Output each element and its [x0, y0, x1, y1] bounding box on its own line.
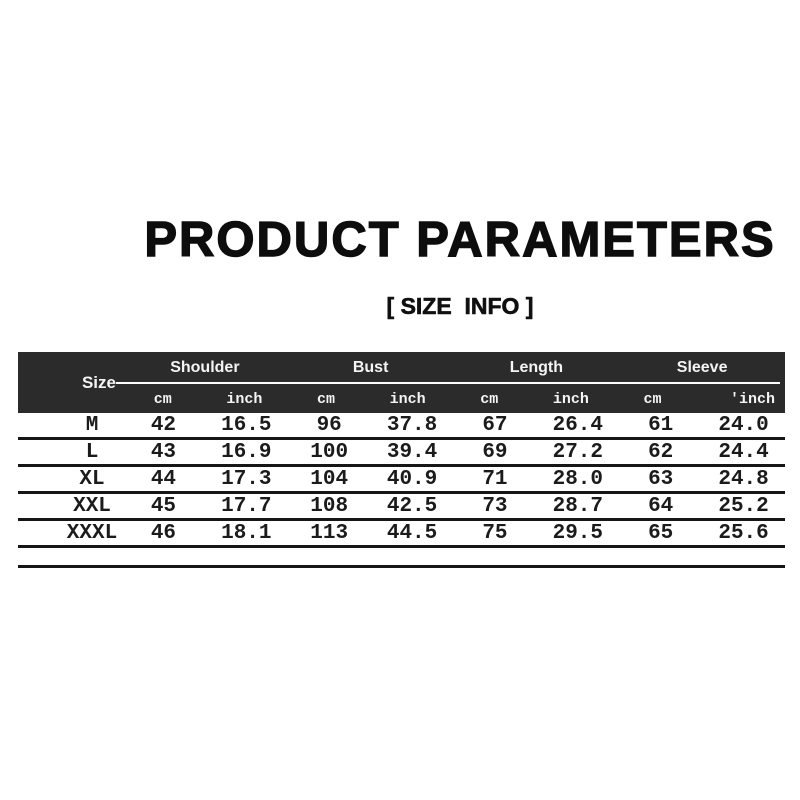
value-cell: 16.5 — [221, 413, 272, 437]
group-header-length: Length — [509, 358, 564, 376]
size-label: XL — [79, 467, 105, 491]
size-chart-table: Size Shoulder Bust Length Sleeve cm inch… — [18, 352, 785, 568]
group-header-shoulder: Shoulder — [170, 358, 240, 376]
group-header-bust: Bust — [352, 358, 389, 376]
corner-label-size: Size — [81, 372, 116, 392]
value-cell: 42 — [150, 413, 177, 437]
value-cell: 73 — [482, 494, 508, 518]
unit-header-sleeve-inch: 'inch — [729, 390, 775, 408]
value-cell: 104 — [310, 467, 349, 491]
unit-header-row: cm inch cm inch cm inch cm 'inch — [122, 385, 785, 413]
value-cell: 25.6 — [718, 521, 769, 545]
value-cell: 44 — [150, 467, 177, 491]
value-cell: 113 — [310, 521, 349, 545]
value-cell: 75 — [482, 521, 508, 545]
size-label: L — [85, 440, 99, 464]
page-title: PRODUCT PARAMETERS — [144, 213, 776, 267]
value-cell: 37.8 — [386, 413, 438, 437]
table-row-l: L 43 16.9 100 39.4 69 27.2 62 24.4 — [18, 440, 785, 467]
unit-header-bust-cm: cm — [317, 390, 336, 408]
table-row-xxxl: XXXL 46 18.1 113 44.5 75 29.5 65 25.6 — [18, 521, 785, 548]
size-label: XXL — [73, 494, 111, 518]
unit-header-shoulder-inch: inch — [226, 390, 263, 408]
page-subtitle: [ SIZE INFO ] — [386, 293, 534, 320]
value-cell: 17.7 — [221, 494, 272, 518]
value-cell: 42.5 — [386, 494, 438, 518]
value-cell: 71 — [482, 467, 508, 491]
value-cell: 39.4 — [386, 440, 438, 464]
value-cell: 64 — [648, 494, 674, 518]
value-cell: 27.2 — [552, 440, 604, 464]
value-cell: 29.5 — [552, 521, 604, 545]
value-cell: 43 — [150, 440, 177, 464]
value-cell: 26.4 — [552, 413, 604, 437]
value-cell: 45 — [150, 494, 177, 518]
value-cell: 44.5 — [386, 521, 438, 545]
unit-header-bust-inch: inch — [389, 390, 426, 408]
value-cell: 65 — [648, 521, 674, 545]
value-cell: 28.0 — [552, 467, 604, 491]
table-row-xl: XL 44 17.3 104 40.9 71 28.0 63 24.8 — [18, 467, 785, 494]
value-cell: 63 — [648, 467, 674, 491]
value-cell: 100 — [310, 440, 349, 464]
value-cell: 24.0 — [718, 413, 769, 437]
unit-header-length-cm: cm — [480, 390, 499, 408]
table-body: M 42 16.5 96 37.8 67 26.4 61 24.0 L 43 1… — [18, 413, 785, 568]
header-divider-line — [116, 382, 780, 384]
unit-header-shoulder-cm: cm — [153, 390, 172, 408]
value-cell: 61 — [648, 413, 674, 437]
value-cell: 18.1 — [221, 521, 272, 545]
table-header: Size Shoulder Bust Length Sleeve cm inch… — [18, 352, 785, 413]
value-cell: 28.7 — [552, 494, 604, 518]
value-cell: 67 — [482, 413, 508, 437]
unit-header-length-inch: inch — [552, 390, 589, 408]
size-label: XXXL — [66, 521, 118, 545]
value-cell: 69 — [482, 440, 508, 464]
value-cell: 46 — [150, 521, 177, 545]
value-cell: 25.2 — [718, 494, 769, 518]
value-cell: 24.8 — [718, 467, 769, 491]
value-cell: 16.9 — [221, 440, 272, 464]
value-cell: 17.3 — [221, 467, 272, 491]
group-header-row: Shoulder Bust Length Sleeve — [122, 352, 785, 383]
table-row-m: M 42 16.5 96 37.8 67 26.4 61 24.0 — [18, 413, 785, 440]
group-header-sleeve: Sleeve — [676, 358, 728, 376]
size-label: M — [85, 413, 99, 437]
value-cell: 108 — [310, 494, 349, 518]
value-cell: 40.9 — [386, 467, 438, 491]
value-cell: 96 — [316, 413, 342, 437]
empty-footer-row — [18, 548, 785, 568]
value-cell: 24.4 — [718, 440, 769, 464]
table-row-xxl: XXL 45 17.7 108 42.5 73 28.7 64 25.2 — [18, 494, 785, 521]
unit-header-sleeve-cm: cm — [643, 390, 662, 408]
value-cell: 62 — [648, 440, 674, 464]
